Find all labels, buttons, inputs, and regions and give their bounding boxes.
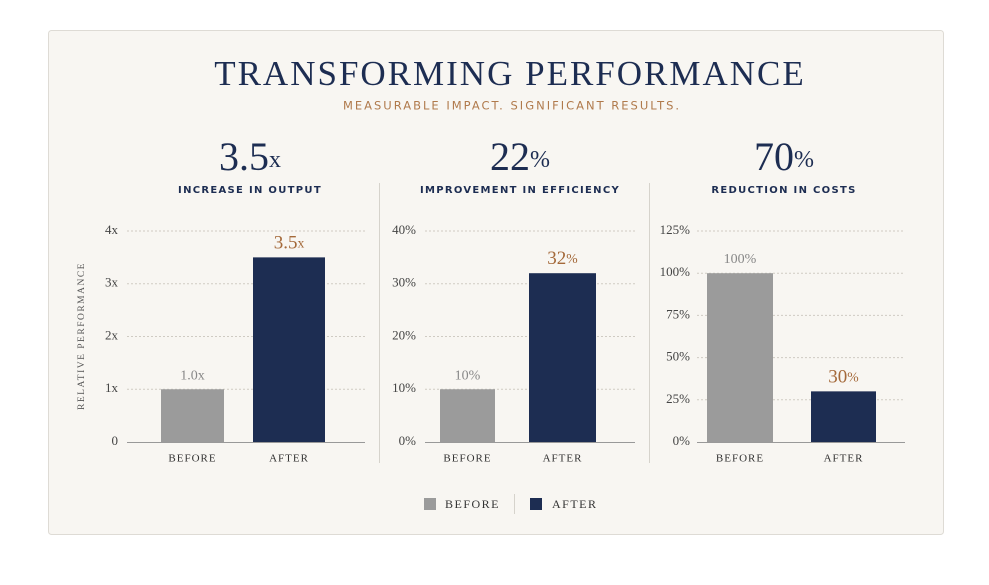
legend-label: AFTER <box>552 497 598 511</box>
bar <box>811 391 876 442</box>
y-tick-label: 1x <box>105 380 119 395</box>
y-tick-label: 20% <box>392 327 416 342</box>
y-tick-label: 10% <box>392 380 416 395</box>
x-tick-label: AFTER <box>543 453 583 465</box>
x-tick-label: BEFORE <box>716 453 764 465</box>
headline: 22% <box>490 134 550 179</box>
value-label: 1.0x <box>180 368 205 383</box>
x-tick-label: BEFORE <box>443 453 491 465</box>
y-tick-label: 2x <box>105 327 119 342</box>
y-tick-label: 0% <box>673 433 691 448</box>
y-tick-label: 30% <box>392 275 416 290</box>
x-tick-label: AFTER <box>824 453 864 465</box>
y-axis-label: RELATIVE PERFORMANCE <box>77 262 87 410</box>
legend-swatch <box>530 498 542 510</box>
y-tick-label: 3x <box>105 275 119 290</box>
legend-swatch <box>424 498 436 510</box>
y-tick-label: 40% <box>392 222 416 237</box>
value-label: 3.5x <box>274 233 305 254</box>
y-tick-label: 0% <box>399 433 417 448</box>
y-tick-label: 50% <box>666 349 690 364</box>
x-tick-label: BEFORE <box>168 453 216 465</box>
y-tick-label: 75% <box>666 306 690 321</box>
value-label: 100% <box>724 252 757 267</box>
caption: IMPROVEMENT IN EFFICIENCY <box>420 185 620 196</box>
legend-label: BEFORE <box>445 497 500 511</box>
caption: REDUCTION IN COSTS <box>711 185 856 196</box>
title: TRANSFORMING PERFORMANCE <box>214 54 806 93</box>
y-tick-label: 4x <box>105 222 119 237</box>
y-tick-label: 25% <box>666 391 690 406</box>
value-label: 32% <box>547 249 577 270</box>
x-tick-label: AFTER <box>269 453 309 465</box>
bar <box>440 389 495 442</box>
value-label: 10% <box>455 368 481 383</box>
y-tick-label: 125% <box>660 222 691 237</box>
subtitle: MEASURABLE IMPACT. SIGNIFICANT RESULTS. <box>343 99 681 113</box>
bar <box>161 389 224 442</box>
value-label: 30% <box>828 367 858 388</box>
bar <box>707 273 773 442</box>
headline: 3.5x <box>219 134 281 179</box>
bar <box>529 273 596 442</box>
headline: 70% <box>754 134 814 179</box>
bar <box>253 257 325 442</box>
y-tick-label: 100% <box>660 264 691 279</box>
caption: INCREASE IN OUTPUT <box>178 185 322 196</box>
y-tick-label: 0 <box>112 433 119 448</box>
